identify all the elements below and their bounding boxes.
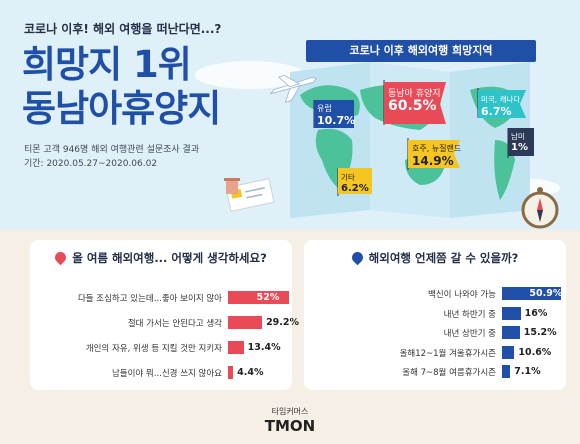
page-title-line1: 희망지 1위: [22, 43, 192, 86]
flag-other: [337, 168, 372, 196]
source-line: 티몬 고객 946명 해외 여행관련 설문조사 결과: [24, 145, 200, 155]
page-title-line2: 동남아휴양지: [22, 87, 221, 130]
flag-europe: [313, 100, 354, 128]
bar-value-label: 4.4%: [237, 367, 264, 378]
bar-value-label: 10.6%: [518, 346, 552, 358]
bar-category-label: 남들이야 뭐...신경 쓰지 않아요: [111, 369, 222, 379]
cloud: [195, 61, 305, 89]
travel-timing-panel: 해외여행 언제쯤 갈 수 있을까? 백신이 나와야 가능 50.9% 내년 하반기 …: [304, 240, 566, 390]
bar-value-label: 7.1%: [514, 366, 541, 377]
bar: [502, 306, 521, 320]
map-flag-category: 기타: [341, 173, 355, 182]
bar-value-label: 16%: [524, 307, 548, 319]
bar: [502, 365, 511, 378]
cup-icon: [224, 178, 240, 194]
map-flag-value: 60.5%: [388, 98, 437, 114]
bar-value-label: 13.4%: [247, 342, 281, 353]
map-flag-value: 10.7%: [317, 114, 356, 127]
bar: [228, 366, 234, 379]
airplane-icon: [269, 75, 318, 103]
summer-travel-title-text: 올 여름 해외여행... 어떻게 생각하세요?: [72, 251, 267, 265]
bar-category-label: 올해 7~8월 여름휴가시즌: [402, 368, 496, 378]
bar: [228, 316, 263, 329]
bar-category-label: 개인의 자유, 위생 등 지킬 것만 지키자: [85, 344, 222, 354]
bar-value-label: 29.2%: [266, 317, 300, 328]
bar-category-label: 절대 가서는 안된다고 생각: [127, 319, 222, 329]
bar-category-label: 다들 조심하고 있는데...좋아 보이지 않아: [77, 294, 222, 304]
bar-category-label: 백신이 나와야 가능: [428, 290, 496, 300]
bar-category-label: 내년 상반기 중: [443, 329, 496, 339]
bar: [502, 326, 520, 339]
flag-oceania: [407, 138, 460, 170]
travel-timing-title: 해외여행 언제쯤 갈 수 있을까?: [304, 249, 566, 266]
bar: [502, 287, 562, 300]
flag-southeast-asia: [383, 80, 446, 125]
period-line: 기간: 2020.05.27~2020.06.02: [24, 159, 158, 169]
survey-source: 티몬 고객 946명 해외 여행관련 설문조사 결과 기간: 2020.05.2…: [24, 143, 199, 171]
map-flag-value: 6.2%: [341, 182, 369, 194]
location-pin-icon: [349, 249, 365, 266]
map-flag-category: 미국, 캐나다: [481, 95, 521, 104]
bar: [502, 345, 515, 359]
bar-value-label: 15.2%: [523, 327, 557, 338]
map-flag-category: 유럽: [317, 104, 332, 113]
brand-logo: TMON: [264, 417, 316, 435]
map-flag-category: 남미: [511, 132, 525, 141]
travel-timing-title-text: 해외여행 언제쯤 갈 수 있을까?: [368, 251, 519, 265]
map-flag-value: 1%: [511, 141, 528, 153]
flag-south-america: [507, 128, 534, 158]
map-flag-value: 14.9%: [412, 154, 454, 168]
brand-footer: 타임커머스 TMON: [0, 406, 580, 435]
map-illustration: [195, 61, 560, 229]
compass-icon: [521, 187, 559, 229]
summer-travel-panel: 올 여름 해외여행... 어떻게 생각하세요? 다들 조심하고 있는데...좋아…: [30, 240, 299, 390]
hero-section: 코로나 이후! 해외 여행을 떠난다면...? 희망지 1위 동남아휴양지 티몬…: [0, 0, 580, 230]
map-flag-category: 호주, 뉴질랜드: [412, 144, 462, 153]
bar-value-label: 50.9%: [529, 288, 563, 299]
map-flag-category: 동남아 휴양지: [388, 89, 441, 99]
bar-category-label: 올해12~1월 겨울휴가시즌: [399, 348, 496, 359]
map-chart-title: 코로나 이후 해외여행 희망지역: [306, 40, 536, 62]
brand-small: 타임커머스: [271, 407, 309, 416]
bar-value-label: 52%: [256, 292, 280, 303]
summer-travel-title: 올 여름 해외여행... 어떻게 생각하세요?: [30, 249, 292, 266]
map-flag-value: 6.7%: [481, 104, 512, 118]
bar: [228, 341, 244, 354]
location-pin-icon: [52, 249, 69, 266]
flag-north-america: [477, 88, 526, 118]
subtitle: 코로나 이후! 해외 여행을 떠난다면...?: [24, 22, 222, 36]
bar: [228, 291, 289, 304]
bar-category-label: 내년 하반기 중: [443, 309, 496, 320]
